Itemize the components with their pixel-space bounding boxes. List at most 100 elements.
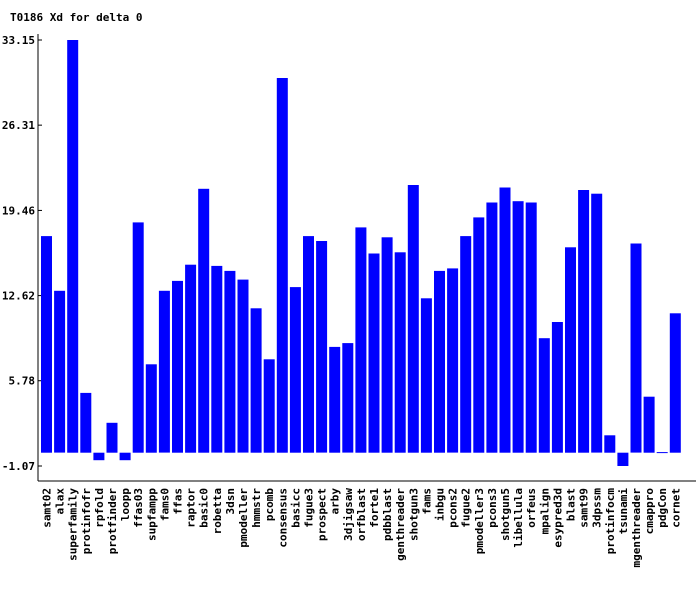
bar-loopp (119, 452, 131, 461)
x-category-label: fugue2 (460, 488, 473, 528)
x-category-label: blast (565, 488, 578, 521)
chart-title: T0186 Xd for delta 0 (10, 11, 142, 24)
x-category-label: rpfold (93, 488, 106, 528)
x-category-label: supfampp (145, 488, 158, 541)
bar-fugue3 (303, 236, 314, 453)
x-category-label: pcons3 (486, 488, 499, 528)
x-category-label: samt02 (41, 488, 54, 528)
x-category-label: 3dpssm (591, 488, 604, 528)
bar-alax (54, 290, 66, 453)
bar-mgenthreader (630, 243, 642, 453)
x-category-label: basicc (289, 488, 302, 528)
bar-pcomb (263, 359, 275, 453)
x-category-label: 3dsn (224, 488, 237, 515)
bar-series (41, 40, 681, 466)
y-tick-label: 33.15 (2, 34, 35, 47)
bar-orfblast (355, 227, 367, 453)
x-category-label: pmodeller (237, 488, 250, 548)
bar-cornet (669, 313, 681, 453)
x-category-label: orfeus (525, 488, 538, 528)
x-category-label: pdgCon (656, 488, 669, 528)
x-category-label: hmmstr (250, 488, 263, 528)
x-category-label: protfinder (106, 488, 119, 555)
x-category-label: forte1 (368, 488, 381, 528)
x-category-label: cmappro (643, 488, 656, 535)
x-category-label: consensus (276, 488, 289, 548)
bar-protfinder (106, 422, 118, 453)
x-category-label: samt99 (578, 488, 591, 528)
bar-fams0 (158, 290, 170, 453)
x-category-label: 3djigsaw (342, 488, 355, 541)
bar-robetta (211, 265, 223, 453)
bar-orfeus (525, 202, 537, 453)
bar-mpalign (538, 338, 550, 453)
bar-rpfold (93, 452, 105, 461)
bar-fugue2 (460, 236, 472, 453)
bar-superfamily (67, 40, 79, 453)
x-category-label: arby (329, 488, 342, 515)
bar-supfampp (145, 364, 157, 453)
x-category-label: ffas03 (132, 488, 145, 528)
x-category-label: basic0 (198, 488, 211, 528)
x-category-label: pcons2 (447, 488, 460, 528)
x-category-label: protinfofr (80, 488, 93, 555)
bar-tsunami (617, 452, 629, 466)
bar-genthreader (394, 252, 406, 453)
bar-inbgu (434, 270, 445, 453)
bar-arby (329, 346, 341, 453)
x-category-label: pmodeller3 (473, 488, 486, 554)
bar-hmmstr (250, 308, 262, 453)
x-category-label: inbgu (434, 488, 447, 521)
x-category-label: fugue3 (303, 488, 316, 528)
x-category-label: fams0 (158, 488, 171, 521)
bar-forte1 (368, 253, 380, 453)
x-category-label: shotgun5 (499, 488, 512, 541)
x-category-label: esypred3d (551, 488, 564, 548)
y-tick-label: -1.07 (2, 460, 35, 473)
x-category-label: ffas (172, 488, 185, 515)
bar-protinfofr (80, 392, 92, 453)
bar-esypred3d (551, 322, 563, 453)
bar-shotgun5 (499, 187, 511, 453)
x-category-label: libellula (512, 488, 525, 548)
x-category-label: mgenthreader (630, 488, 643, 568)
y-tick-label: 5.78 (9, 375, 36, 388)
x-category-label: alax (54, 488, 67, 515)
bar-pdbblast (381, 237, 393, 453)
x-category-label: orfblast (355, 488, 368, 541)
bar-shotgun3 (407, 185, 419, 453)
x-category-label: pdbblast (381, 488, 394, 541)
bar-3dsn (224, 270, 236, 453)
x-category-label: protinfocm (604, 488, 617, 555)
y-tick-label: 19.46 (2, 204, 35, 217)
bar-libellula (512, 201, 524, 453)
bar-blast (565, 247, 576, 453)
bar-protinfocm (604, 435, 616, 453)
x-category-label: shotgun3 (407, 488, 420, 541)
x-category-label: fams (420, 488, 433, 515)
bar-cmappro (643, 396, 655, 453)
y-tick-label: 26.31 (2, 119, 35, 132)
x-category-label: raptor (185, 488, 198, 528)
bar-raptor (185, 264, 197, 453)
x-category-label: superfamily (67, 488, 80, 561)
bar-ffas (172, 280, 183, 453)
bar-3djigsaw (342, 343, 354, 453)
x-category-label: genthreader (394, 488, 407, 561)
bar-consensus (276, 78, 288, 453)
x-category-label: cornet (669, 488, 682, 528)
bar-pmodeller3 (473, 217, 485, 453)
y-axis-ticks: 33.15 26.31 19.46 12.62 5.78 -1.07 (2, 34, 42, 473)
bar-samt02 (41, 236, 52, 453)
x-category-label: loopp (119, 488, 132, 521)
bar-ffas03 (132, 222, 144, 453)
bar-samt99 (578, 190, 590, 453)
bar-basicc (289, 287, 301, 453)
bar-pcons2 (447, 268, 459, 453)
x-category-label: mpalign (538, 488, 551, 534)
bar-basic0 (198, 188, 210, 453)
x-category-label: tsunami (617, 488, 630, 535)
bar-pmodeller (237, 279, 249, 453)
bar-pcons3 (486, 202, 498, 453)
